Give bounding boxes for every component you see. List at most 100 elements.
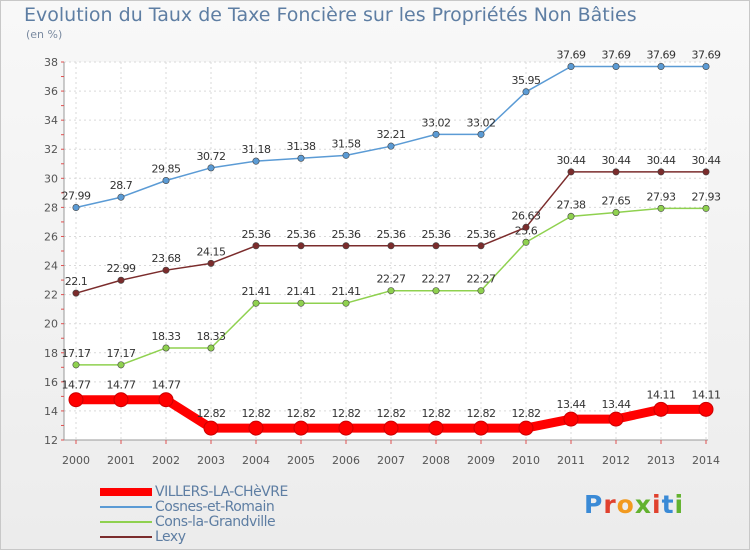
data-label: 37.69 (692, 49, 721, 62)
data-point (203, 420, 219, 436)
y-tick-label: 24 (44, 260, 58, 273)
data-point (567, 212, 575, 220)
data-point (477, 287, 485, 295)
data-label: 25.36 (287, 228, 316, 241)
data-point (248, 420, 264, 436)
data-point (117, 193, 125, 201)
data-label: 32.21 (377, 128, 406, 141)
data-label: 12.82 (332, 407, 361, 420)
logo-letter: i (674, 490, 685, 519)
y-tick-label: 12 (44, 434, 58, 447)
data-label: 37.69 (647, 49, 676, 62)
data-label: 13.44 (602, 398, 631, 411)
data-label: 14.77 (107, 379, 136, 392)
legend-swatch-villers (100, 487, 152, 496)
unit-label: (en %) (26, 28, 63, 41)
data-label: 25.36 (242, 228, 271, 241)
x-tick-label: 2012 (602, 454, 630, 467)
plot-area (64, 62, 708, 440)
y-tick-label: 18 (44, 347, 58, 360)
data-label: 12.82 (377, 407, 406, 420)
data-point (612, 168, 620, 176)
legend-item-cons[interactable]: Cons-la-Grandville (100, 513, 288, 530)
data-label: 18.33 (197, 330, 226, 343)
data-label: 35.95 (512, 74, 541, 87)
data-point (522, 88, 530, 96)
data-label: 28.7 (110, 179, 133, 192)
data-label: 14.11 (692, 388, 721, 401)
data-label: 27.93 (647, 190, 676, 203)
logo-letter: t (661, 490, 675, 519)
data-label: 12.82 (512, 407, 541, 420)
data-point (567, 168, 575, 176)
data-point (432, 130, 440, 138)
x-tick-label: 2008 (422, 454, 450, 467)
data-label: 12.82 (242, 407, 271, 420)
data-label: 27.38 (557, 198, 586, 211)
data-point (117, 361, 125, 369)
data-label: 12.82 (422, 407, 451, 420)
data-label: 25.36 (422, 228, 451, 241)
data-point (653, 401, 669, 417)
legend-label-villers: VILLERS-LA-CHèVRE (155, 483, 288, 500)
data-label: 30.44 (647, 154, 676, 167)
data-label: 21.41 (242, 285, 271, 298)
data-point (702, 204, 710, 212)
data-point (297, 299, 305, 307)
logo-letter: o (616, 490, 635, 519)
data-label: 33.02 (422, 116, 451, 129)
y-tick-label: 36 (44, 85, 58, 98)
logo-letter: x (634, 490, 652, 519)
logo-letter: P (584, 490, 604, 519)
data-label: 29.85 (152, 162, 181, 175)
legend-item-lexy[interactable]: Lexy (100, 528, 288, 545)
data-point (432, 242, 440, 250)
data-point (432, 287, 440, 295)
y-tick-label: 32 (44, 143, 58, 156)
data-label: 31.38 (287, 140, 316, 153)
data-point (338, 420, 354, 436)
data-label: 14.11 (647, 388, 676, 401)
data-point (522, 223, 530, 231)
data-label: 17.17 (62, 347, 91, 360)
x-tick-label: 2014 (692, 454, 720, 467)
data-label: 21.41 (287, 285, 316, 298)
x-tick-label: 2010 (512, 454, 540, 467)
data-label: 12.82 (197, 407, 226, 420)
data-point (252, 157, 260, 165)
data-point (698, 401, 714, 417)
data-label: 17.17 (107, 347, 136, 360)
data-label: 22.99 (107, 262, 136, 275)
data-point (252, 242, 260, 250)
data-label: 31.18 (242, 143, 271, 156)
data-point (657, 168, 665, 176)
data-label: 14.77 (62, 379, 91, 392)
y-tick-label: 14 (44, 405, 58, 418)
data-point (162, 176, 170, 184)
x-tick-label: 2002 (152, 454, 180, 467)
data-label: 23.68 (152, 252, 181, 265)
data-label: 12.82 (467, 407, 496, 420)
legend-label-lexy: Lexy (155, 528, 186, 545)
data-label: 24.15 (197, 245, 226, 258)
data-label: 26.63 (512, 209, 541, 222)
data-point (387, 287, 395, 295)
data-point (72, 204, 80, 212)
legend-label-cons: Cons-la-Grandville (155, 513, 276, 530)
x-tick-label: 2006 (332, 454, 360, 467)
y-tick-label: 16 (44, 376, 58, 389)
legend-item-villers[interactable]: VILLERS-LA-CHèVRE (100, 483, 288, 500)
data-point (162, 344, 170, 352)
data-point (72, 361, 80, 369)
legend-item-cosnes[interactable]: Cosnes-et-Romain (100, 499, 288, 515)
data-point (387, 142, 395, 150)
x-tick-label: 2000 (62, 454, 90, 467)
x-tick-label: 2003 (197, 454, 225, 467)
data-point (387, 242, 395, 250)
data-point (567, 63, 575, 71)
data-label: 22.1 (65, 275, 88, 288)
x-tick-label: 2004 (242, 454, 270, 467)
y-tick-label: 34 (44, 114, 58, 127)
data-label: 18.33 (152, 330, 181, 343)
data-point (252, 299, 260, 307)
